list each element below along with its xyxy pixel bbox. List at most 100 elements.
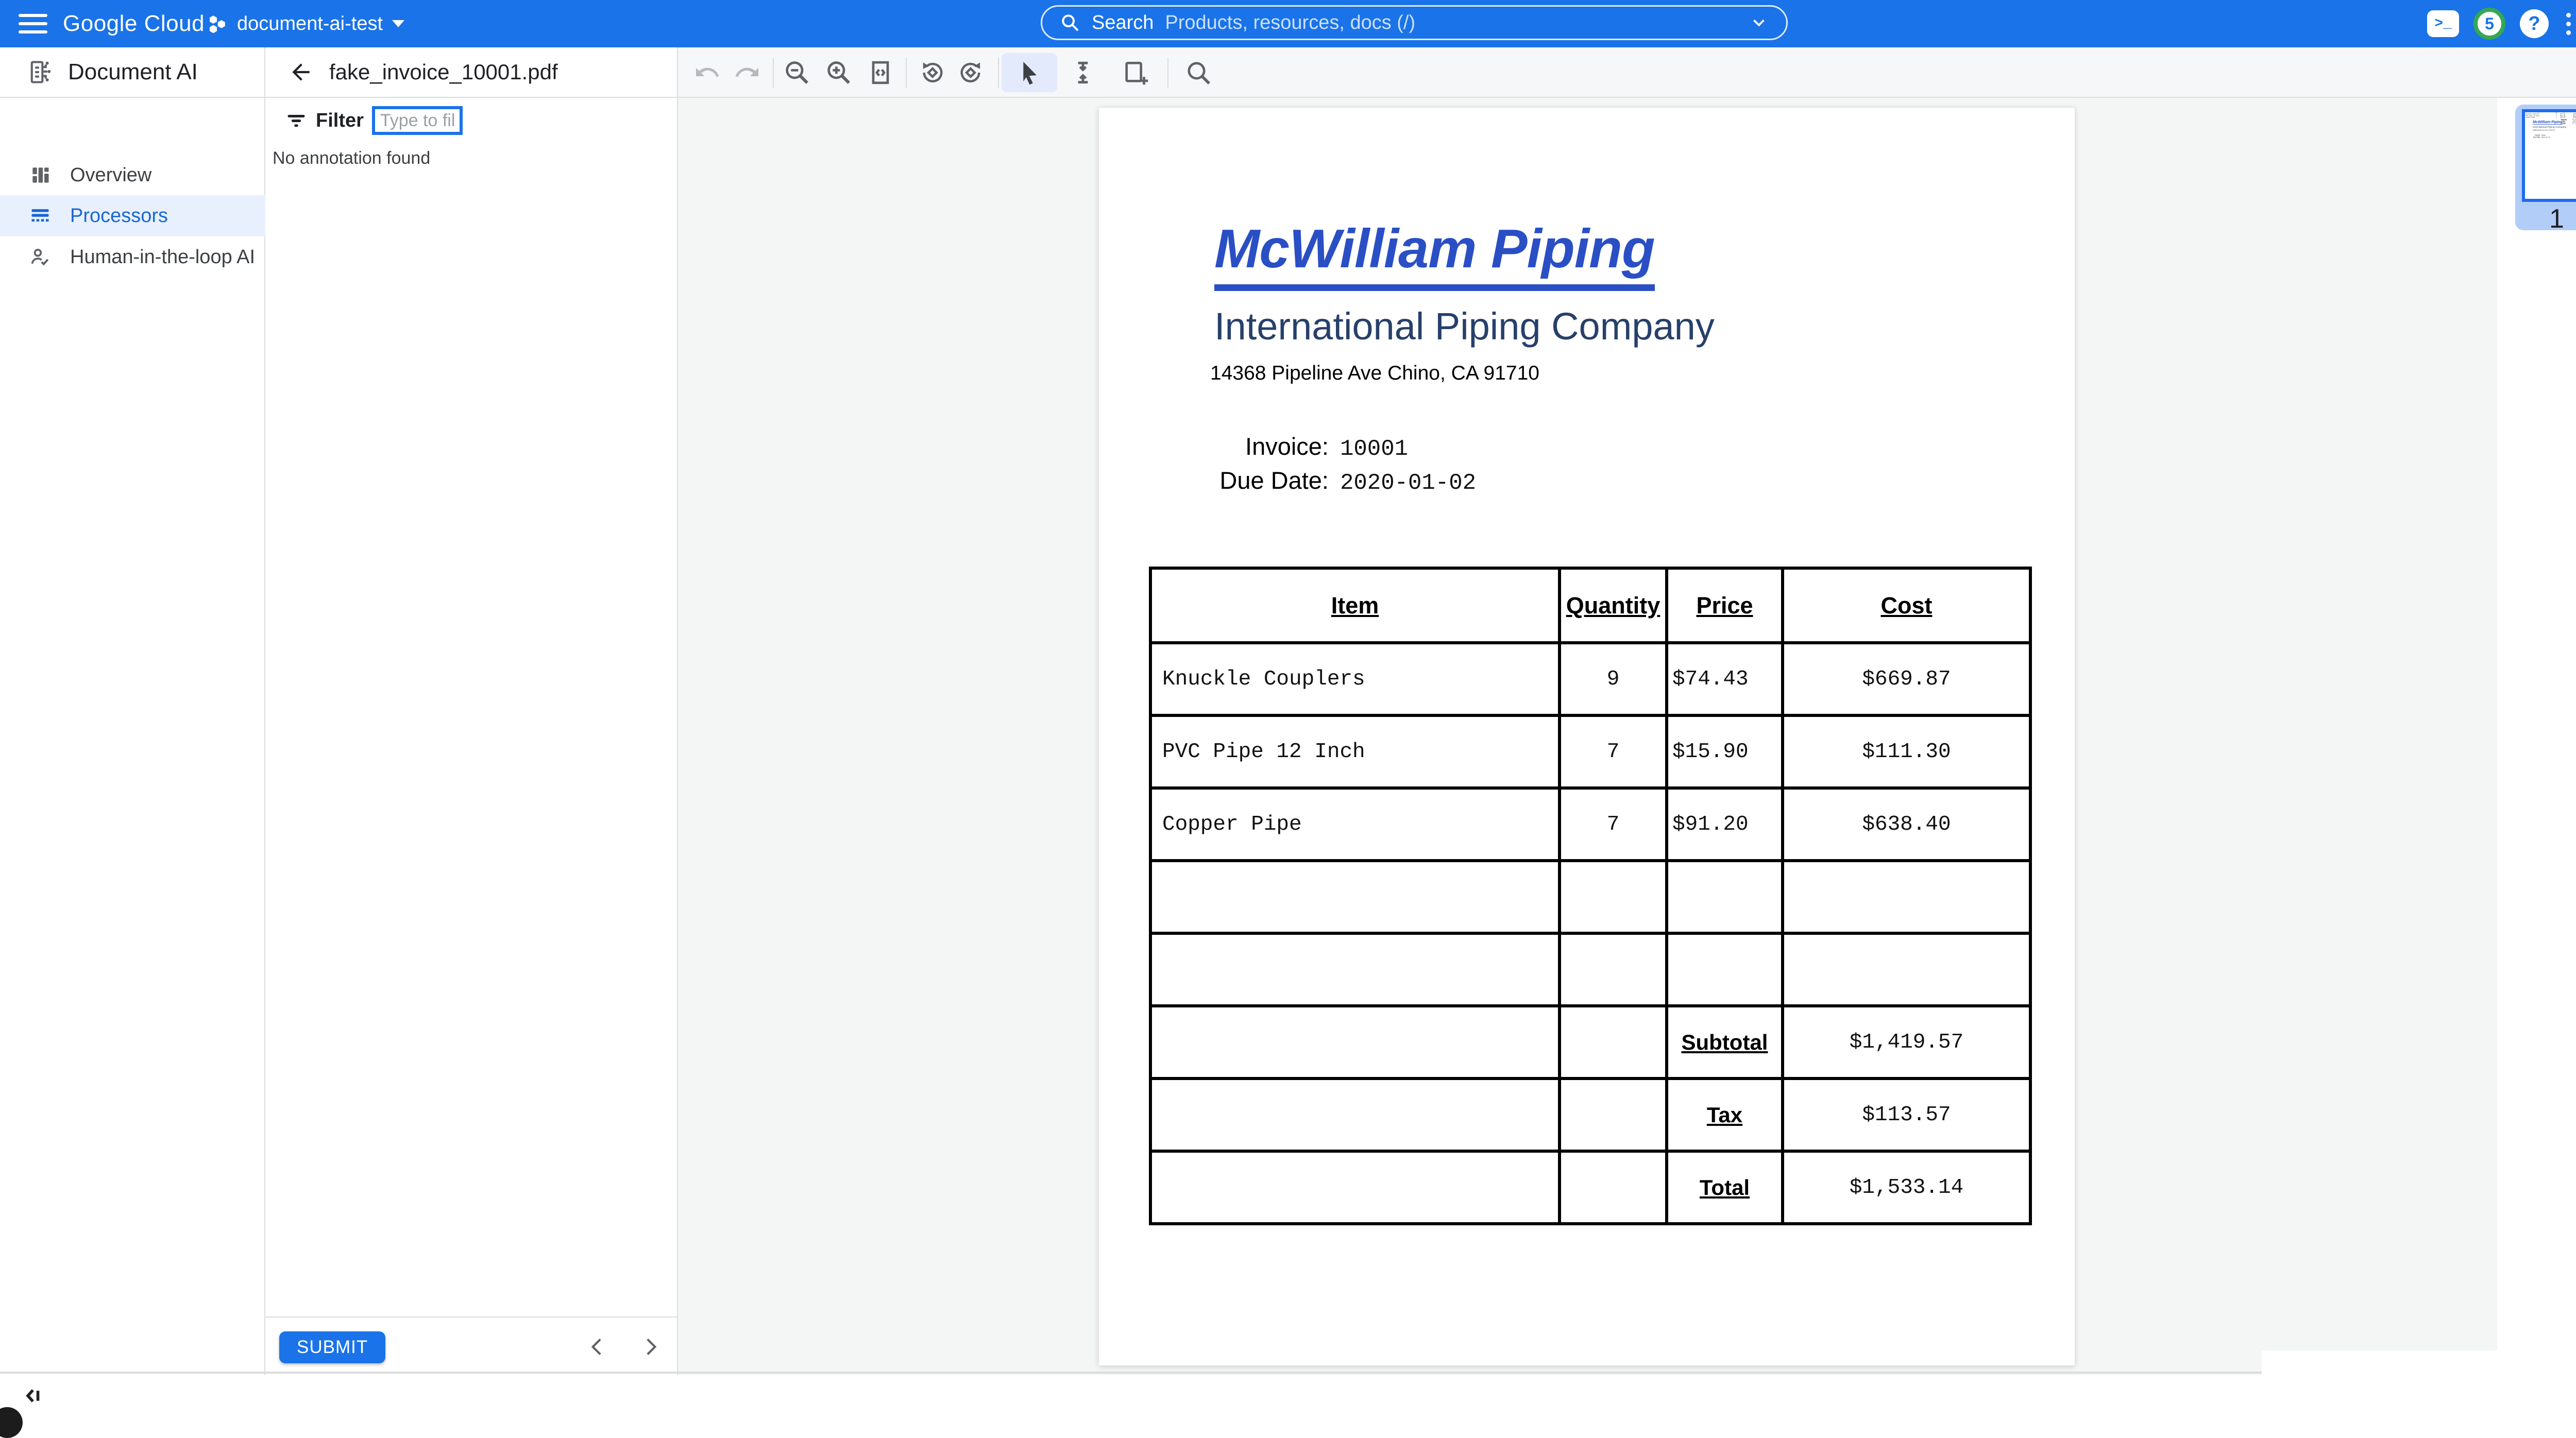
invoice-cell: Tax bbox=[1665, 1077, 1784, 1153]
filter-icon bbox=[285, 109, 308, 132]
invoice-cell bbox=[1149, 932, 1561, 1007]
filter-label: Filter bbox=[316, 109, 364, 131]
toolbar-separator bbox=[773, 58, 774, 88]
invoice-cell: 7 bbox=[1558, 786, 1668, 862]
invoice-cell: $111.30 bbox=[1781, 714, 2032, 790]
sidebar: Document AI Overview Processors bbox=[0, 47, 265, 1438]
invoice-cell: $1,419.57 bbox=[1781, 1004, 2032, 1080]
invoice-page[interactable]: McWilliam Piping International Piping Co… bbox=[1098, 107, 2075, 1366]
document-header: fake_invoice_10001.pdf bbox=[265, 47, 677, 98]
invoice-cell: PVC Pipe 12 Inch bbox=[1149, 714, 1561, 790]
search-icon bbox=[1060, 12, 1080, 33]
filter-row: Filter bbox=[265, 99, 677, 142]
empty-state-message: No annotation found bbox=[273, 148, 431, 168]
page-thumbnail-panel: McWilliam Piping International Piping Co… bbox=[2497, 98, 2576, 1375]
sidebar-item-hitl[interactable]: Human-in-the-loop AI bbox=[0, 236, 265, 278]
search-chevron-down-icon[interactable] bbox=[1749, 13, 1769, 32]
invoice-cell bbox=[1781, 859, 2032, 935]
search-label: Search bbox=[1092, 11, 1154, 33]
invoice-cell: 7 bbox=[1558, 714, 1668, 790]
invoice-cell: $91.20 bbox=[1665, 786, 1784, 862]
zoom-out-icon[interactable] bbox=[781, 56, 814, 89]
human-in-the-loop-icon bbox=[29, 246, 52, 268]
notifications-badge[interactable]: 5 bbox=[2473, 8, 2505, 40]
rotate-clockwise-icon[interactable] bbox=[954, 56, 987, 89]
project-name: document-ai-test bbox=[237, 12, 383, 35]
google-cloud-logo: Google Cloud bbox=[63, 11, 205, 36]
search-placeholder: Products, resources, docs (/) bbox=[1165, 11, 1416, 33]
filter-input[interactable] bbox=[371, 106, 463, 135]
select-cursor-icon[interactable] bbox=[1013, 56, 1046, 89]
invoice-table-row: Tax $113.57 bbox=[1149, 1077, 2032, 1153]
sidebar-item-processors[interactable]: Processors bbox=[0, 195, 265, 236]
invoice-column-header: Cost bbox=[1781, 567, 2032, 644]
processors-icon bbox=[29, 204, 52, 227]
invoice-table-row: PVC Pipe 12 Inch 7 $15.90 $111.30 bbox=[1149, 714, 2032, 790]
zoom-in-icon[interactable] bbox=[822, 56, 855, 89]
more-options-icon[interactable] bbox=[2563, 10, 2574, 38]
collapse-panel-icon[interactable] bbox=[21, 1382, 47, 1409]
topbar: Google Cloud document-ai-test Search Pro… bbox=[0, 0, 2576, 47]
invoice-cell: $1,533.14 bbox=[1781, 1150, 2032, 1225]
invoice-table-body: Knuckle Couplers 9 $74.43 $669.87 PVC Pipe 1… bbox=[1149, 641, 2032, 1225]
redo-icon[interactable] bbox=[731, 56, 764, 89]
undo-icon[interactable] bbox=[690, 56, 723, 89]
invoice-company-address: 14368 Pipeline Ave Chino, CA 91710 bbox=[1210, 362, 1539, 384]
bottom-divider bbox=[0, 1372, 2262, 1374]
global-search[interactable]: Search Products, resources, docs (/) bbox=[1041, 5, 1788, 40]
invoice-cell: Copper Pipe bbox=[1149, 786, 1561, 862]
invoice-table-row: Subtotal $1,419.57 bbox=[1149, 1004, 2032, 1080]
help-icon[interactable]: ? bbox=[2520, 9, 2549, 38]
invoice-cell: $669.87 bbox=[1781, 641, 2032, 717]
page-thumbnail-number: 1 bbox=[2549, 204, 2564, 234]
invoice-cell bbox=[1149, 1004, 1561, 1080]
next-page-icon[interactable] bbox=[637, 1334, 663, 1360]
document-filename: fake_invoice_10001.pdf bbox=[329, 60, 558, 84]
status-overlay bbox=[2262, 1350, 2576, 1375]
invoice-company-title: McWilliam Piping bbox=[1214, 218, 1655, 291]
annotation-panel-footer: SUBMIT bbox=[265, 1316, 677, 1375]
invoice-cell bbox=[1558, 1004, 1668, 1080]
invoice-table-row: Knuckle Couplers 9 $74.43 $669.87 bbox=[1149, 641, 2032, 717]
page-thumbnail[interactable]: McWilliam Piping International Piping Co… bbox=[2515, 105, 2576, 234]
invoice-cell bbox=[1558, 1077, 1668, 1153]
previous-page-icon[interactable] bbox=[585, 1334, 611, 1360]
invoice-cell bbox=[1558, 1150, 1668, 1225]
invoice-cell: Subtotal bbox=[1665, 1004, 1784, 1080]
invoice-company-subtitle: International Piping Company bbox=[1214, 305, 1715, 348]
submit-button[interactable]: SUBMIT bbox=[279, 1331, 386, 1363]
annotation-panel: fake_invoice_10001.pdf Filter No annotat… bbox=[265, 47, 678, 1375]
page-thumbnail-preview: McWilliam Piping International Piping Co… bbox=[2522, 109, 2576, 202]
fit-page-icon[interactable] bbox=[864, 56, 897, 89]
invoice-due-date-row: Due Date: 2020-01-02 bbox=[1099, 466, 1476, 496]
sidebar-item-label: Overview bbox=[70, 164, 152, 186]
text-select-icon[interactable] bbox=[1066, 56, 1099, 89]
search-document-icon[interactable] bbox=[1182, 56, 1215, 89]
sidebar-item-overview[interactable]: Overview bbox=[0, 155, 265, 196]
invoice-cell bbox=[1149, 1077, 1561, 1153]
toolbar-separator bbox=[1167, 58, 1168, 88]
invoice-cell bbox=[1558, 859, 1668, 935]
invoice-page[interactable]: McWilliam Piping International Piping Co… bbox=[2526, 112, 2576, 139]
rotate-counterclockwise-icon[interactable] bbox=[916, 56, 949, 89]
add-region-icon[interactable] bbox=[1118, 56, 1151, 89]
invoice-cell: Knuckle Couplers bbox=[1149, 641, 1561, 717]
document-canvas[interactable]: McWilliam Piping International Piping Co… bbox=[678, 98, 2497, 1375]
sidebar-item-label: Human-in-the-loop AI bbox=[70, 246, 256, 268]
menu-icon[interactable] bbox=[19, 11, 47, 36]
cloud-shell-icon[interactable]: >_ bbox=[2427, 10, 2459, 37]
invoice-number-value: 10001 bbox=[1340, 436, 1409, 462]
invoice-column-header: Item bbox=[1149, 567, 1561, 644]
topbar-actions: >_ 5 ? bbox=[2427, 0, 2576, 47]
project-selector[interactable]: document-ai-test bbox=[206, 0, 405, 47]
invoice-cell bbox=[1149, 1150, 1561, 1225]
invoice-cell: $638.40 bbox=[1781, 786, 2032, 862]
invoice-cell: $74.43 bbox=[1665, 641, 1784, 717]
back-arrow-icon[interactable] bbox=[288, 59, 314, 85]
invoice-table-row: Total $1,533.14 bbox=[1149, 1150, 2032, 1225]
product-title: Document AI bbox=[68, 59, 198, 84]
corner-fab bbox=[0, 1407, 23, 1438]
toolbar-separator bbox=[998, 58, 999, 88]
invoice-cell: $113.57 bbox=[1781, 1077, 2032, 1153]
